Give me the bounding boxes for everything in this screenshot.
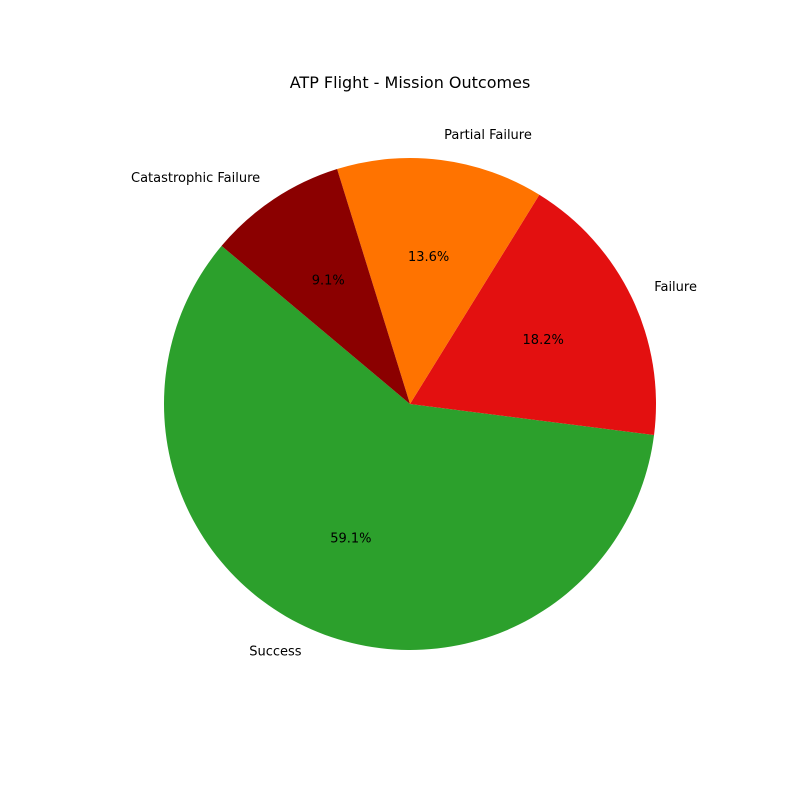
slice-label-success: Success (249, 644, 302, 659)
chart-title: ATP Flight - Mission Outcomes (290, 73, 531, 92)
pie-slices (163, 157, 656, 650)
slice-percent-catastrophic-failure: 9.1% (312, 274, 345, 289)
pie-slice-partial-failure (337, 157, 540, 404)
slice-percent-partial-failure: 13.6% (408, 250, 449, 265)
slice-percent-success: 59.1% (330, 532, 371, 547)
pie-slice-failure (410, 194, 656, 436)
slice-label-failure: Failure (654, 280, 697, 295)
pie-percent-labels: 59.1% 18.2% 13.6% 9.1% (312, 250, 564, 547)
pie-slice-catastrophic-failure (221, 169, 410, 404)
pie-labels: Success Failure Partial Failure Catastrophi… (131, 128, 697, 659)
slice-percent-failure: 18.2% (523, 333, 564, 348)
slice-label-catastrophic-failure: Catastrophic Failure (131, 171, 260, 186)
slice-label-partial-failure: Partial Failure (444, 128, 532, 143)
pie-slice-success (163, 245, 655, 650)
